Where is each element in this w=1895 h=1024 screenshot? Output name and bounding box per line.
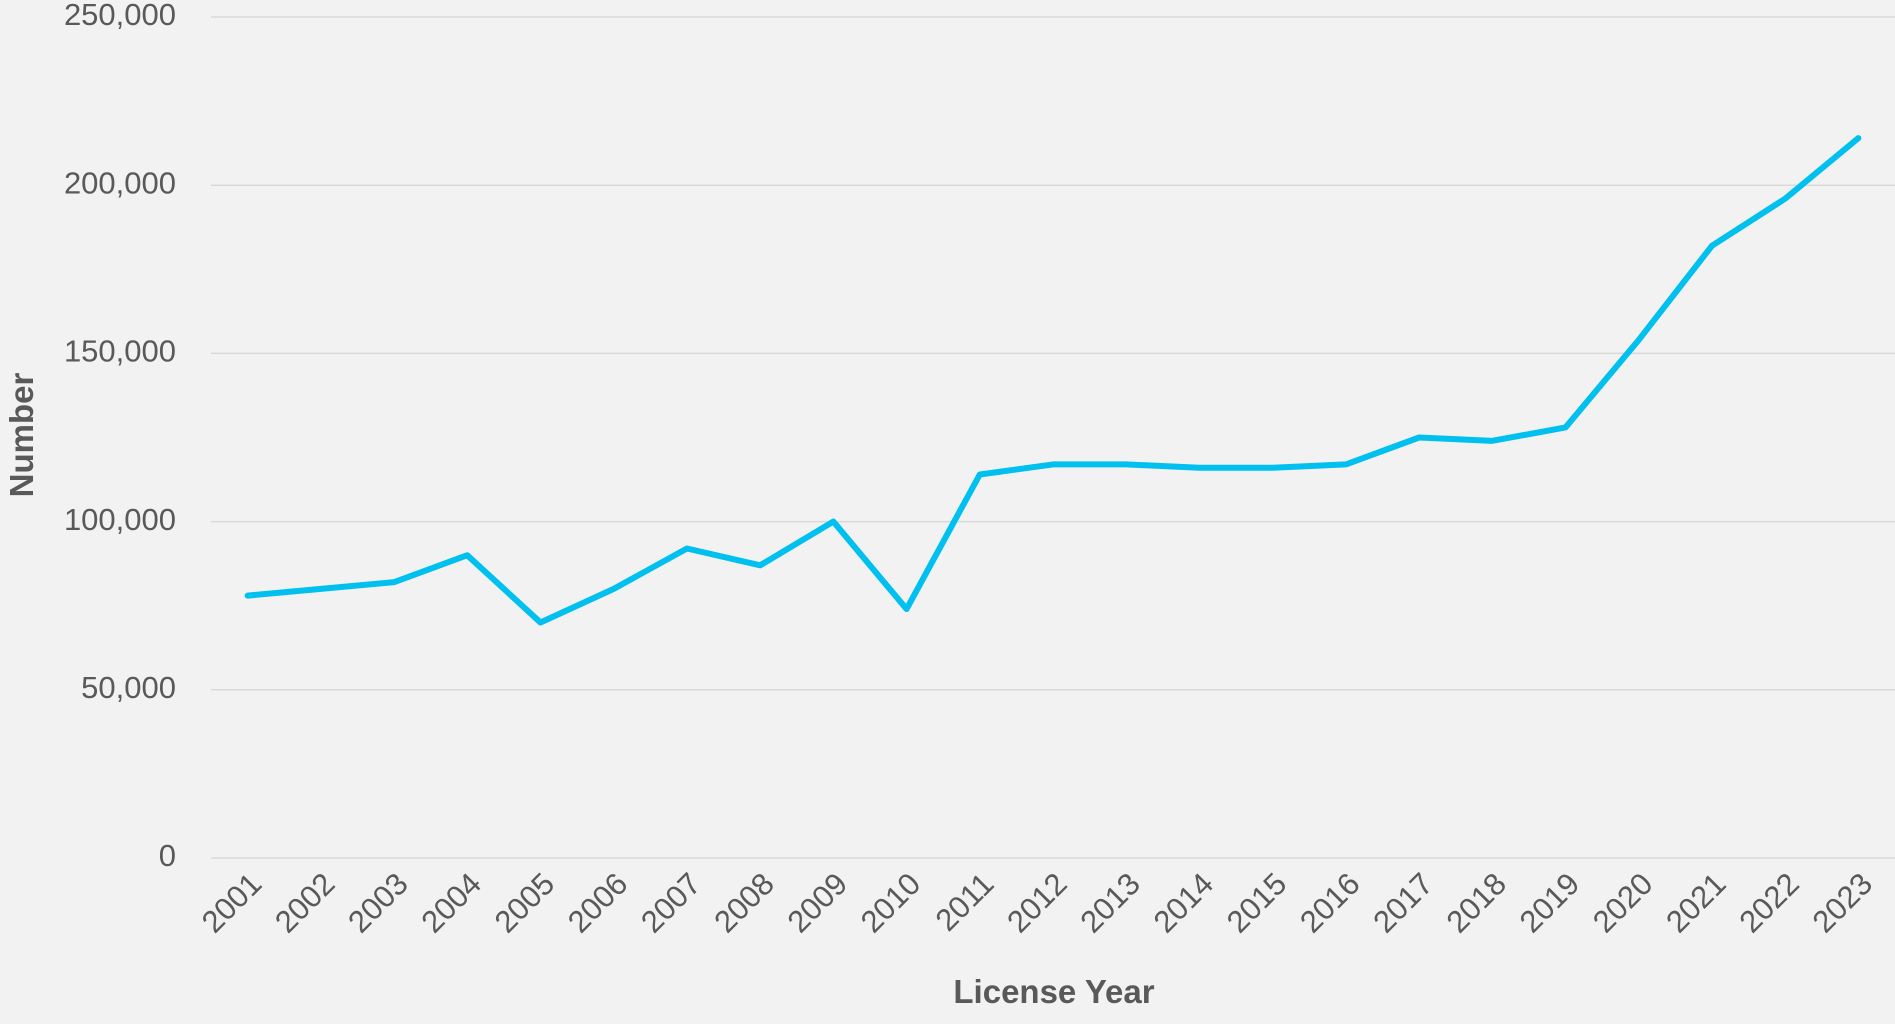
x-axis-title: License Year [953, 973, 1154, 1010]
x-tick-label: 2002 [268, 866, 342, 940]
y-tick-label: 0 [159, 838, 176, 873]
y-tick-label: 200,000 [64, 165, 176, 200]
x-tick-label: 2005 [488, 866, 562, 940]
x-tick-label: 2010 [854, 866, 928, 940]
x-tick-label: 2023 [1806, 866, 1880, 940]
y-tick-label: 100,000 [64, 502, 176, 537]
x-tick-label: 2019 [1513, 866, 1587, 940]
data-line [244, 135, 1862, 626]
x-tick-label: 2004 [414, 866, 488, 940]
y-tick-label: 50,000 [81, 670, 176, 705]
x-tick-label: 2018 [1440, 866, 1514, 940]
y-axis-title: Number [3, 373, 40, 498]
x-tick-label: 2007 [634, 866, 708, 940]
x-tick-label: 2015 [1220, 866, 1294, 940]
x-tick-label: 2006 [561, 866, 635, 940]
x-tick-label: 2009 [781, 866, 855, 940]
x-tick-label: 2013 [1073, 866, 1147, 940]
x-tick-label: 2020 [1586, 866, 1660, 940]
x-tick-label: 2001 [195, 866, 269, 940]
x-tick-label: 2017 [1366, 866, 1440, 940]
x-tick-label: 2012 [1000, 866, 1074, 940]
x-tick-label: 2016 [1293, 866, 1367, 940]
y-tick-label: 150,000 [64, 334, 176, 369]
x-tick-label: 2014 [1147, 866, 1221, 940]
x-tick-label: 2022 [1732, 866, 1806, 940]
x-tick-label: 2003 [341, 866, 415, 940]
y-tick-label: 250,000 [64, 0, 176, 32]
x-tick-label: 2011 [929, 866, 1001, 938]
x-tick-label: 2021 [1659, 866, 1733, 940]
x-tick-label: 2008 [707, 866, 781, 940]
